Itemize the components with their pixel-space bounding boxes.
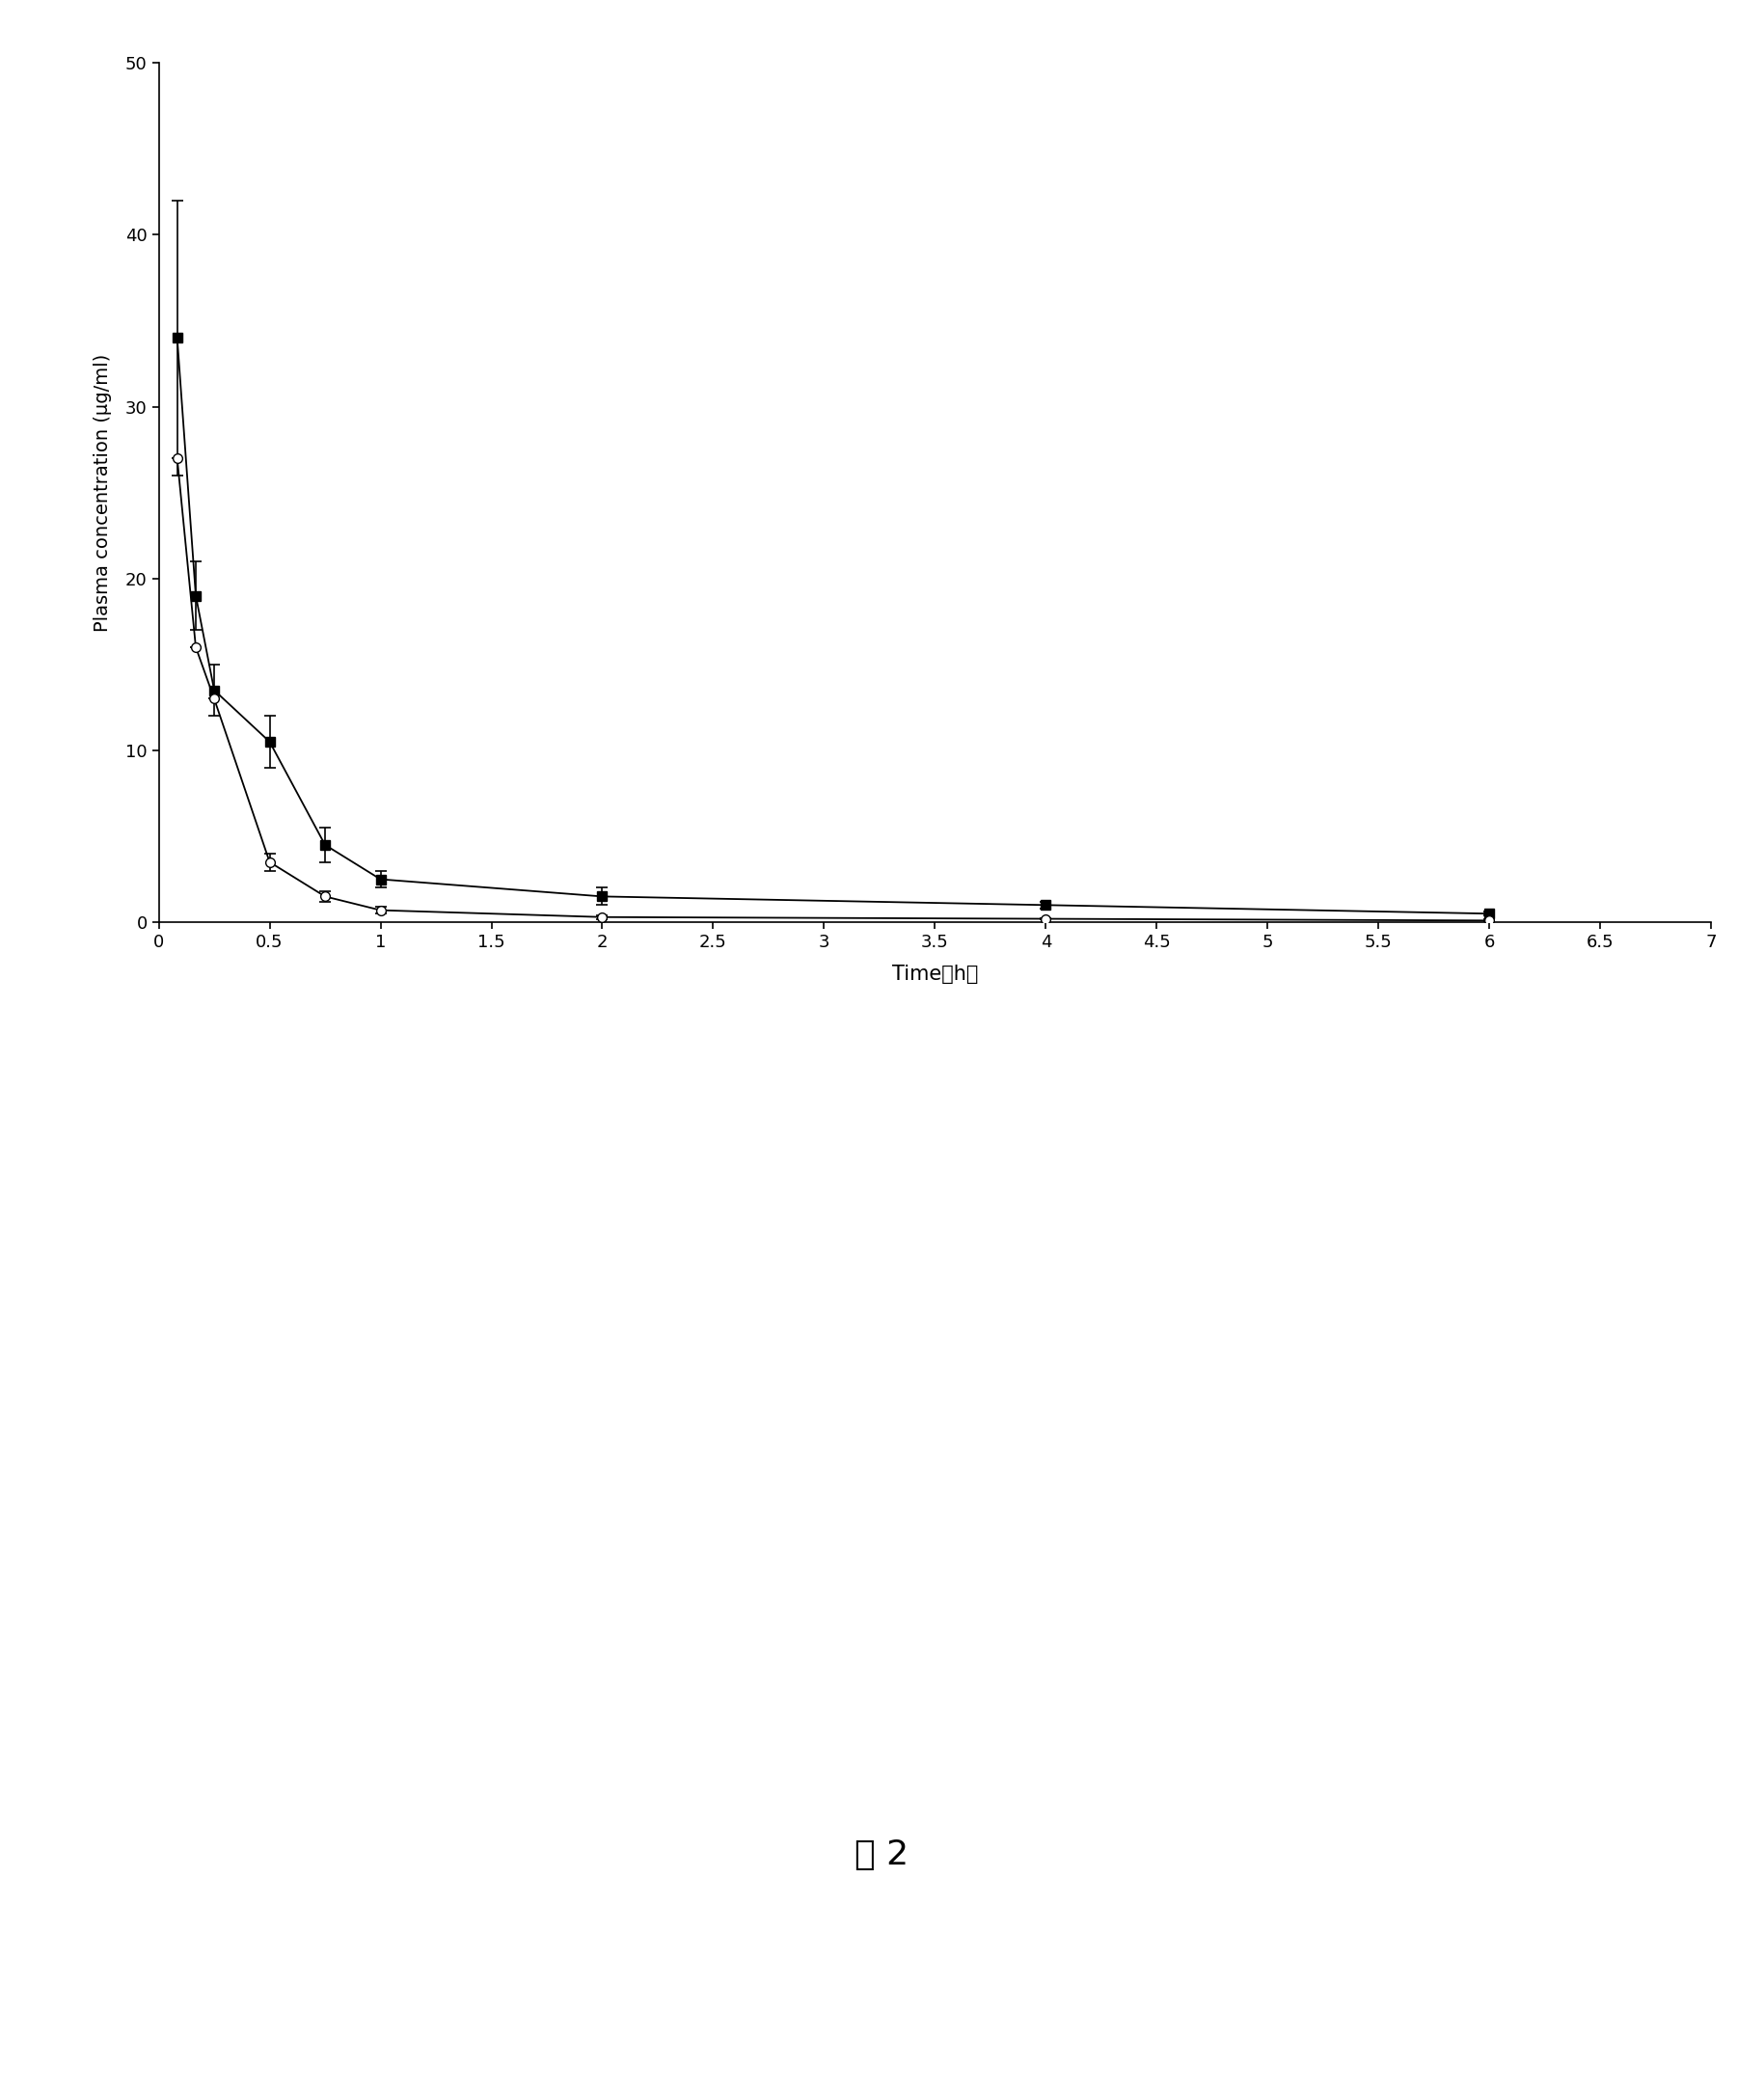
X-axis label: Time（h）: Time（h） xyxy=(893,964,977,983)
Text: 图 2: 图 2 xyxy=(856,1838,908,1872)
Y-axis label: Plasma concentration (μg/ml): Plasma concentration (μg/ml) xyxy=(93,354,113,631)
